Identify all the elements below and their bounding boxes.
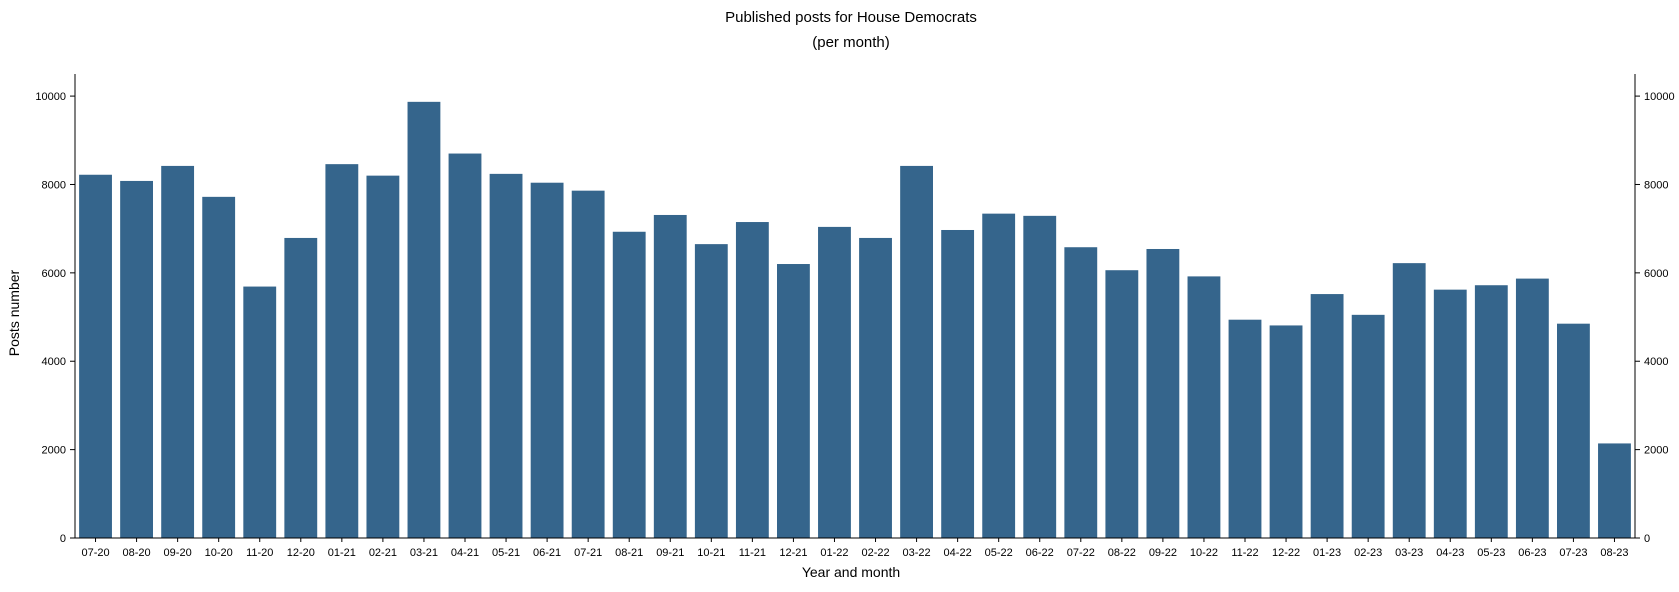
x-tick-label: 12-20 [287,547,315,559]
x-tick-label: 07-20 [81,547,109,559]
x-tick-label: 01-22 [820,547,848,559]
bar [982,213,1016,538]
bar [407,101,441,538]
x-tick-label: 08-21 [615,547,643,559]
y-tick-label-right: 8000 [1644,179,1668,191]
bar [941,229,975,539]
bar [1146,248,1180,539]
y-tick-label-right: 6000 [1644,268,1668,280]
y-tick-label: 6000 [42,268,66,280]
x-tick-label: 11-20 [246,547,273,559]
x-tick-label: 01-23 [1313,547,1341,559]
y-tick-label-right: 10000 [1644,91,1675,103]
x-tick-label: 08-20 [123,547,151,559]
bar [694,244,728,538]
x-tick-label: 11-22 [1231,547,1258,559]
x-tick-label: 02-21 [369,547,397,559]
x-tick-label: 09-20 [164,547,192,559]
bar [612,231,646,538]
y-tick-label-right: 2000 [1644,445,1668,457]
x-tick-label: 12-22 [1272,547,1300,559]
bar [900,165,933,539]
x-tick-label: 01-21 [328,547,356,559]
axes-group: 07-20 08-20 09-20 10-20 11-20 12-20 01-21 02-21… [35,74,1675,559]
x-tick-label: 02-22 [861,547,889,559]
bar [1187,276,1221,538]
bar [1023,215,1057,538]
y-tick-label-right: 4000 [1644,356,1668,368]
x-axis-title: Year and month [802,564,900,580]
x-tick-label: 03-23 [1395,547,1423,559]
x-tick-label: 05-22 [985,547,1013,559]
chart-subtitle: (per month) [812,34,890,51]
x-tick-label: 03-21 [410,547,438,559]
bar [1064,247,1098,539]
bar [1474,285,1508,538]
x-tick-label: 10-21 [697,547,725,559]
bar [325,164,359,538]
bar [202,196,236,538]
x-tick-label: 07-23 [1559,547,1587,559]
bar [818,226,851,538]
x-tick-label: 05-21 [492,547,520,559]
bars-group [79,101,1631,539]
x-tick-label: 04-22 [944,547,972,559]
bar [777,264,810,538]
bar [161,165,195,539]
chart-title: Published posts for House Democrats [725,9,977,26]
x-tick-label: 08-22 [1108,547,1136,559]
x-tick-label: 07-21 [574,547,602,559]
bar [1105,270,1139,538]
bar [1351,314,1385,538]
x-tick-label: 06-21 [533,547,561,559]
bar [284,237,318,538]
x-tick-label: 09-22 [1149,547,1177,559]
bar [1392,263,1426,538]
bar [1433,289,1467,538]
bar [859,237,892,538]
x-tick-label: 04-21 [451,547,479,559]
bar [1310,294,1344,538]
bar [1557,323,1590,538]
x-tick-label: 10-22 [1190,547,1218,559]
bar [366,175,400,538]
y-tick-label: 0 [60,533,66,545]
x-tick-label: 07-22 [1067,547,1095,559]
x-tick-label: 08-23 [1600,547,1628,559]
y-tick-label: 2000 [42,445,66,457]
y-tick-label: 4000 [42,356,66,368]
bar [120,180,153,538]
bar [1269,325,1303,538]
x-tick-label: 04-23 [1436,547,1464,559]
y-axis-title: Posts number [6,269,22,356]
bar [79,174,112,538]
x-tick-label: 02-23 [1354,547,1382,559]
x-tick-label: 05-23 [1477,547,1505,559]
x-tick-label: 10-20 [205,547,233,559]
bar [653,214,687,538]
y-tick-label-right: 0 [1644,533,1650,545]
bar [530,182,564,538]
bar [489,173,523,538]
x-tick-label: 12-21 [779,547,807,559]
x-tick-label: 03-22 [903,547,931,559]
bar [571,190,605,538]
x-tick-label: 06-23 [1518,547,1546,559]
bar [1228,319,1262,538]
y-tick-label: 8000 [42,179,66,191]
bar [448,153,482,539]
y-tick-label: 10000 [35,91,66,103]
bar [735,222,769,539]
bar [1598,443,1631,538]
bar [243,286,277,538]
x-tick-label: 11-21 [739,547,766,559]
x-tick-label: 09-21 [656,547,684,559]
x-tick-label: 06-22 [1026,547,1054,559]
bar [1515,278,1549,538]
